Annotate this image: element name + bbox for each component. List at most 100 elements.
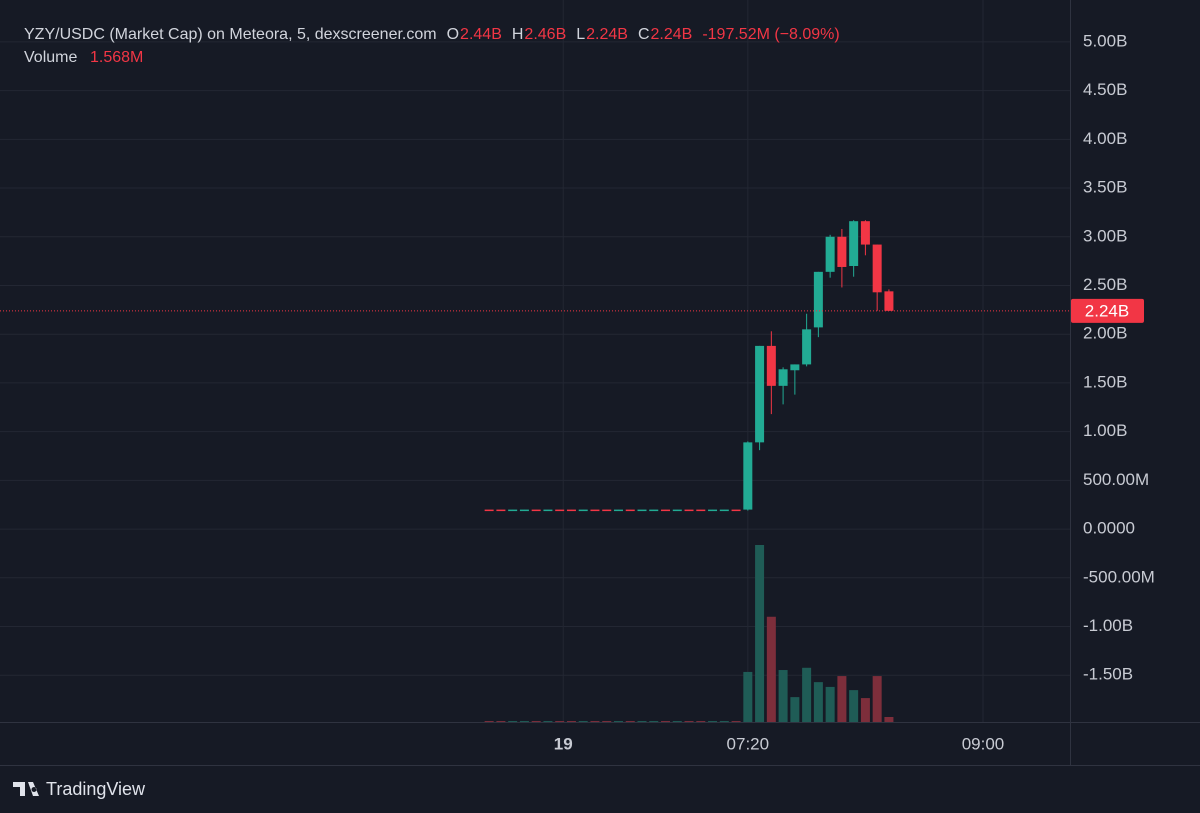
legend-value: 2.44B [460, 26, 502, 43]
candle-body [872, 244, 882, 293]
volume-bar [625, 721, 635, 723]
brand-name: TradingView [46, 779, 146, 799]
y-tick-label: 0.0000 [1083, 519, 1135, 538]
candle-body [790, 364, 800, 371]
candle-body [708, 509, 718, 512]
candle-body [590, 509, 600, 512]
volume-bar [590, 721, 600, 723]
candle-body [755, 345, 765, 443]
plot [0, 0, 1070, 723]
volume-bar [708, 721, 718, 723]
last-price-label: 2.24B [1085, 301, 1129, 320]
volume-bar [837, 676, 847, 722]
candle-body [778, 369, 788, 386]
candle-body [719, 509, 729, 512]
candle-body [496, 509, 506, 512]
header: YZY/USDC (Market Cap) on Meteora, 5, dex… [24, 26, 840, 66]
volume-bar [778, 670, 788, 722]
volume-bar [825, 686, 835, 722]
volume-bar [719, 721, 729, 723]
legend-value: 2.24B [651, 26, 693, 43]
volume-value: 1.568M [90, 49, 143, 66]
candle-body [696, 509, 706, 512]
y-tick-label: 500.00M [1083, 470, 1149, 489]
volume-bar [872, 676, 882, 722]
legend-key: H [512, 26, 524, 43]
volume-bar [602, 721, 612, 723]
volume-bar [860, 698, 870, 722]
volume-bar [566, 721, 576, 723]
y-tick-label: -500.00M [1083, 567, 1155, 586]
legend-key: C [638, 26, 650, 43]
volume-bar [731, 721, 741, 723]
candle-body [731, 509, 741, 512]
brand-logo [13, 782, 39, 796]
candle-body [508, 509, 518, 512]
volume-bar [649, 721, 659, 723]
volume-bar [531, 721, 541, 723]
candle-body [837, 236, 847, 267]
volume-bar [684, 721, 694, 723]
candle-body [519, 509, 529, 512]
candle-body [566, 509, 576, 512]
legend-value: 2.46B [524, 26, 566, 43]
volume-bar [813, 682, 823, 722]
last-price-tag [1071, 298, 1144, 323]
volume-key: Volume [24, 49, 77, 66]
candle-body [813, 271, 823, 328]
y-tick-label: 3.00B [1083, 226, 1127, 245]
candle-body [578, 509, 588, 512]
volume-bar [613, 721, 623, 723]
y-tick-label: 4.00B [1083, 129, 1127, 148]
legend-key: O [447, 26, 459, 43]
candle-body [884, 291, 894, 311]
candle-body [613, 509, 623, 512]
legend-key: L [576, 26, 585, 43]
candle-body [543, 509, 553, 512]
x-tick-label: 07:20 [727, 734, 770, 753]
candle-body [684, 509, 694, 512]
candle-body [649, 509, 659, 512]
candle-body [625, 509, 635, 512]
legend-change: -197.52M (−8.09%) [702, 26, 839, 43]
y-tick-label: 3.50B [1083, 178, 1127, 197]
y-tick-label: -1.00B [1083, 616, 1133, 635]
volume-bar [849, 690, 859, 722]
volume-bar [766, 616, 776, 722]
candle-body [860, 221, 870, 245]
volume-bar [519, 721, 529, 723]
candle-body [602, 509, 612, 512]
legend-value: 2.24B [586, 26, 628, 43]
candle-body [555, 509, 565, 512]
y-tick-label: 4.50B [1083, 80, 1127, 99]
candle-body [802, 329, 812, 365]
volume-bar [696, 721, 706, 723]
x-tick-label: 19 [554, 734, 573, 753]
volume-bar [484, 721, 494, 723]
x-tick-label: 09:00 [962, 734, 1005, 753]
y-tick-label: 2.00B [1083, 324, 1127, 343]
chart-title: YZY/USDC (Market Cap) on Meteora, 5, dex… [24, 26, 437, 43]
candle-body [531, 509, 541, 512]
volume-bar [508, 721, 518, 723]
volume-bar [543, 721, 553, 723]
volume-bar [884, 716, 894, 722]
candle-body [825, 236, 835, 272]
y-tick-label: 2.50B [1083, 275, 1127, 294]
volume-bar [661, 721, 671, 723]
y-tick-label: 1.00B [1083, 421, 1127, 440]
volume-bar [743, 671, 753, 722]
candle-body [766, 345, 776, 386]
candle-body [661, 509, 671, 512]
volume-bar [802, 667, 812, 722]
candle-body [672, 509, 682, 512]
candle-body [637, 509, 647, 512]
volume-bar [555, 721, 565, 723]
volume-bar [755, 545, 765, 722]
y-tick-label: -1.50B [1083, 665, 1133, 684]
candle-body [484, 509, 494, 512]
volume-bar [496, 721, 506, 723]
volume-bar [790, 697, 800, 722]
